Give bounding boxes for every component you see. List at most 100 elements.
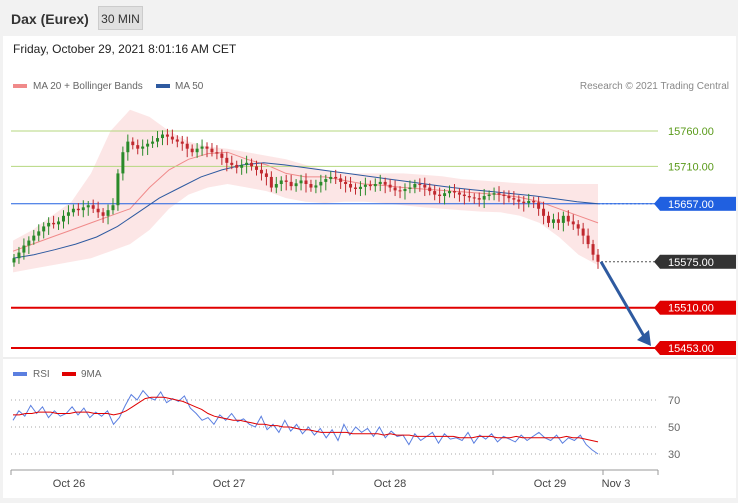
candle-body bbox=[22, 245, 26, 253]
candle-body bbox=[250, 162, 254, 167]
candle-body bbox=[210, 148, 214, 153]
candle-body bbox=[116, 173, 120, 206]
chart-svg: Friday, October 29, 2021 8:01:16 AM CET … bbox=[3, 42, 736, 490]
candle-body bbox=[586, 235, 590, 245]
candle-body bbox=[413, 184, 417, 188]
instrument-title: Dax (Eurex) bbox=[11, 11, 89, 27]
candle-body bbox=[111, 205, 115, 211]
candle-body bbox=[42, 226, 46, 232]
level-label: 15575.00 bbox=[668, 257, 714, 269]
rsi-line bbox=[12, 389, 599, 455]
rsi-plot: 70 50 30 bbox=[11, 389, 680, 461]
level-label: 15510.00 bbox=[668, 303, 714, 315]
candle-body bbox=[319, 181, 323, 186]
legend-ma20-label: MA 20 + Bollinger Bands bbox=[33, 81, 143, 92]
candle-body bbox=[309, 184, 313, 188]
candle-body bbox=[373, 184, 377, 187]
candle-body bbox=[101, 212, 105, 216]
candle-body bbox=[180, 141, 184, 144]
candle-body bbox=[299, 180, 303, 184]
candle-body bbox=[547, 215, 551, 223]
candle-body bbox=[418, 184, 422, 186]
candle-body bbox=[245, 162, 249, 165]
candle-body bbox=[576, 224, 580, 229]
legend-9ma-label: 9MA bbox=[81, 369, 102, 380]
candle-body bbox=[106, 210, 110, 216]
candle-body bbox=[452, 191, 456, 193]
level-box-arrow bbox=[654, 254, 660, 269]
candle-body bbox=[472, 197, 476, 199]
candle-body bbox=[200, 146, 204, 149]
level-box-arrow bbox=[654, 196, 660, 211]
candle-body bbox=[561, 215, 565, 223]
level-box-arrow bbox=[654, 300, 660, 315]
legend-9ma-swatch bbox=[62, 372, 76, 376]
x-axis: Oct 26 Oct 27 Oct 28 Oct 29 Nov 3 bbox=[10, 469, 659, 490]
forecast-arrow-head bbox=[637, 330, 651, 346]
candle-body bbox=[556, 219, 560, 223]
candle-body bbox=[220, 153, 224, 158]
candle-body bbox=[428, 187, 432, 192]
candle-body bbox=[507, 196, 511, 199]
candle-body bbox=[269, 176, 273, 188]
candle-body bbox=[537, 202, 541, 209]
candle-body bbox=[457, 192, 461, 195]
candle-body bbox=[66, 212, 70, 216]
candle-body bbox=[492, 193, 496, 195]
candle-body bbox=[215, 152, 219, 154]
candle-body bbox=[443, 193, 447, 197]
candle-body bbox=[141, 146, 145, 149]
candle-body bbox=[532, 200, 536, 203]
candle-body bbox=[512, 198, 516, 200]
level-box-arrow bbox=[654, 341, 660, 355]
candle-body bbox=[61, 215, 65, 222]
level-label: 15657.00 bbox=[668, 199, 714, 211]
candle-body bbox=[349, 184, 353, 188]
candle-body bbox=[551, 219, 555, 223]
candle-body bbox=[363, 184, 367, 187]
candle-body bbox=[596, 254, 600, 262]
candle-body bbox=[408, 187, 412, 189]
x-tick-label: Oct 28 bbox=[374, 478, 406, 490]
candle-body bbox=[195, 148, 199, 153]
candle-body bbox=[165, 134, 169, 137]
candle-body bbox=[91, 205, 95, 209]
x-tick-label: Oct 26 bbox=[53, 478, 85, 490]
candle-body bbox=[398, 190, 402, 192]
ma50-line bbox=[12, 162, 599, 259]
date-line: Friday, October 29, 2021 8:01:16 AM CET bbox=[13, 42, 237, 56]
candle-body bbox=[279, 180, 283, 185]
candle-body bbox=[27, 240, 31, 246]
candle-body bbox=[151, 141, 155, 144]
candle-body bbox=[225, 157, 229, 163]
candle-body bbox=[71, 208, 75, 213]
candle-body bbox=[274, 184, 278, 188]
candle-body bbox=[146, 143, 150, 147]
candle-body bbox=[205, 146, 209, 149]
candle-body bbox=[324, 179, 328, 182]
copyright: Research © 2021 Trading Central bbox=[580, 81, 729, 92]
candle-body bbox=[403, 188, 407, 192]
price-plot: 15760.00 15710.00 15657.00 15575.00 15510.00… bbox=[11, 109, 736, 355]
x-tick-label: Oct 29 bbox=[534, 478, 566, 490]
timeframe-button[interactable]: 30 MIN bbox=[98, 6, 143, 30]
candle-body bbox=[126, 141, 130, 153]
x-tick-label: Oct 27 bbox=[213, 478, 245, 490]
legend-rsi-label: RSI bbox=[33, 369, 50, 380]
header: Dax (Eurex) 30 MIN bbox=[0, 0, 738, 36]
candle-body bbox=[358, 186, 362, 189]
candle-body bbox=[47, 222, 51, 227]
rsi-tick-label: 30 bbox=[668, 449, 680, 461]
candle-body bbox=[393, 187, 397, 191]
candle-body bbox=[294, 183, 298, 187]
candle-body bbox=[37, 231, 41, 236]
legend-ma20-swatch bbox=[13, 84, 27, 88]
candle-body bbox=[121, 152, 125, 174]
candle-body bbox=[17, 252, 21, 259]
candle-body bbox=[477, 198, 481, 200]
candle-body bbox=[284, 180, 288, 182]
candle-body bbox=[52, 222, 56, 225]
candle-body bbox=[230, 162, 234, 165]
candle-body bbox=[423, 184, 427, 188]
candle-body bbox=[160, 134, 164, 139]
